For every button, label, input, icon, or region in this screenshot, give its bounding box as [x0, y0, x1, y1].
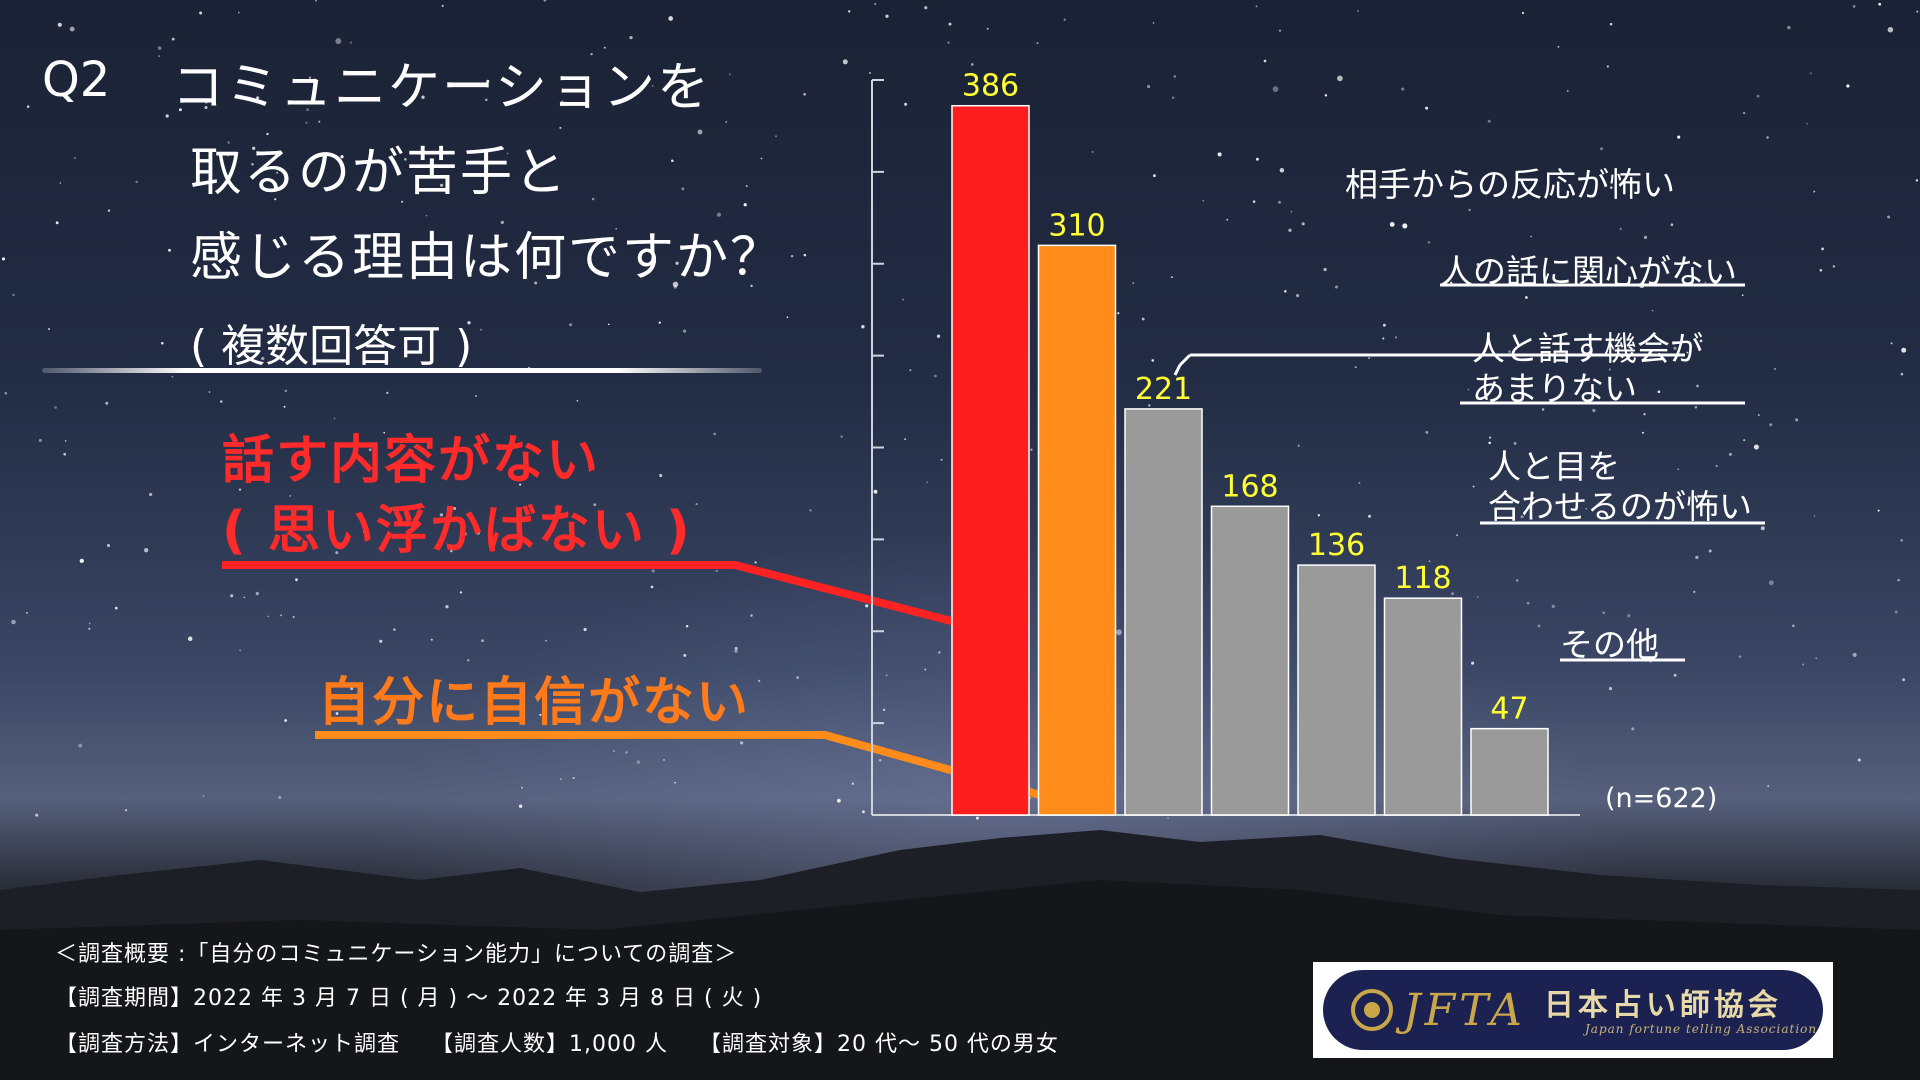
callout-red-leader-line [222, 561, 957, 626]
footer-method: 【調査方法】インターネット調査 【調査人数】1,000 人 【調査対象】20 代… [55, 1032, 1059, 1057]
jfta-logo: JFTA 日本占い師協会 Japan fortune telling Assoc… [1313, 962, 1833, 1058]
bar-value-label-2: 221 [1135, 372, 1192, 407]
bar-value-label-6: 47 [1490, 692, 1528, 727]
sample-size: (n=622) [1605, 783, 1718, 814]
bar-6 [1470, 727, 1549, 816]
callout-second-reason: 自分に自信がない [318, 673, 751, 733]
label-118-reason-line1: 人と目を [1488, 447, 1620, 486]
title-divider [42, 368, 762, 373]
label-136-reason-line2: あまりない [1472, 369, 1637, 408]
bar-value-label-3: 168 [1221, 469, 1278, 504]
question-note: ( 複数回答可 ) [190, 321, 473, 372]
bar-3 [1210, 505, 1290, 816]
label-221-reason: 相手からの反応が怖い [1345, 165, 1675, 204]
callout-top-reason-line1: 話す内容がない [222, 431, 601, 491]
bar-5 [1383, 597, 1463, 816]
logo-name-jp: 日本占い師協会 [1543, 988, 1782, 1023]
label-leader-221-extra [1173, 364, 1182, 376]
label-leader-221-corner [1178, 353, 1192, 367]
bar-value-label-0: 386 [962, 69, 1019, 104]
bar-value-label-5: 118 [1394, 561, 1451, 596]
label-47-reason: その他 [1560, 625, 1659, 664]
footer-period: 【調査期間】2022 年 3 月 7 日 ( 月 ) ～ 2022 年 3 月 … [55, 986, 763, 1011]
logo-abbr: JFTA [1403, 984, 1526, 1036]
label-168-reason: 人の話に関心がない [1440, 252, 1737, 291]
bar-0 [951, 104, 1030, 816]
question-line-3: 感じる理由は何ですか？ [190, 228, 785, 288]
question-number: Q2 [42, 52, 111, 108]
bar-value-label-4: 136 [1308, 528, 1365, 563]
bar-4 [1297, 564, 1376, 816]
question-line-1: コミュニケーションを [172, 58, 711, 118]
bar-1 [1037, 244, 1117, 816]
callout-orange-leader-line [315, 731, 1042, 799]
footer-summary: ＜調査概要 :「自分のコミュニケーション能力」についての調査＞ [55, 942, 738, 967]
logo-name-en: Japan fortune telling Association [1585, 1022, 1818, 1036]
bar-value-label-1: 310 [1048, 208, 1105, 243]
callout-top-reason-line2: ( 思い浮かばない ) [222, 501, 692, 561]
crescent-emblem-icon [1351, 989, 1393, 1031]
label-136-reason-line1: 人と話す機会が [1472, 329, 1703, 368]
label-118-reason-line2: 合わせるのが怖い [1488, 487, 1752, 526]
question-line-2: 取るのが苦手と [190, 143, 569, 203]
bar-2 [1124, 408, 1203, 816]
